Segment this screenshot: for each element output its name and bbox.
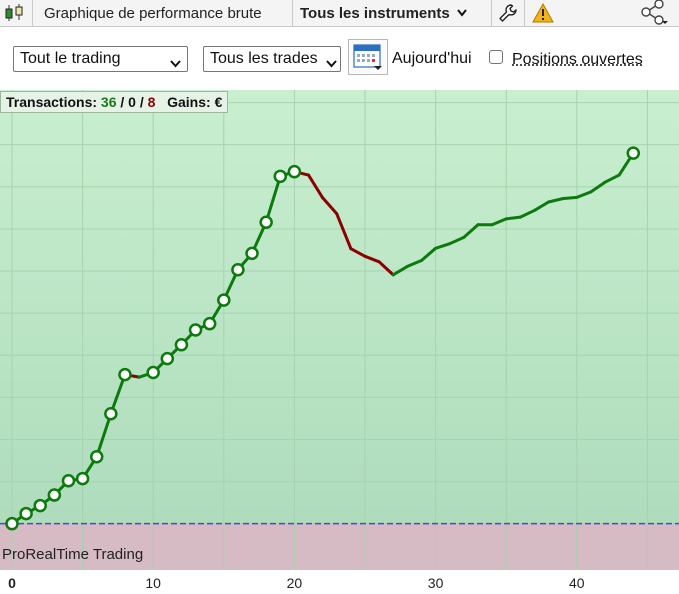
top-toolbar: Graphique de performance brute Tous les …	[0, 0, 679, 27]
winning-count: 36	[100, 94, 117, 110]
candlestick-icon[interactable]	[3, 0, 29, 26]
gains-label: Gains: €	[167, 94, 223, 110]
winning-segment	[518, 208, 536, 219]
winning-segment	[405, 259, 423, 268]
winning-segment	[109, 373, 127, 416]
trading-select-value: Tout le trading	[20, 50, 121, 67]
count-separator: /	[120, 94, 125, 110]
neutral-count: 0	[128, 94, 136, 110]
losing-segment	[349, 247, 367, 258]
trade-marker[interactable]	[47, 488, 62, 502]
count-separator: /	[139, 94, 144, 110]
instruments-dropdown[interactable]: Tous les instruments	[300, 0, 468, 26]
losing-segment	[377, 260, 395, 277]
trade-marker[interactable]	[626, 146, 641, 160]
trade-marker[interactable]	[231, 263, 245, 277]
trade-marker[interactable]	[273, 169, 288, 184]
performance-chart[interactable]	[0, 90, 679, 570]
trade-marker[interactable]	[287, 164, 302, 179]
winning-segment	[547, 197, 565, 204]
trade-marker[interactable]	[146, 365, 160, 380]
open-positions-label[interactable]: Positions ouvertes	[512, 51, 643, 68]
loss-zone	[0, 523, 679, 570]
trades-select-value: Tous les trades	[210, 50, 318, 67]
chevron-down-icon	[326, 55, 337, 73]
share-icon[interactable]	[640, 0, 672, 26]
trade-marker[interactable]	[245, 246, 259, 261]
losing-count: 8	[147, 94, 156, 110]
chart-title-tab[interactable]: Graphique de performance brute	[44, 0, 262, 26]
winning-segment	[391, 264, 409, 277]
x-tick-label: 40	[569, 575, 585, 591]
x-axis: 0 10 20 30 40	[0, 570, 679, 594]
trading-select[interactable]: Tout le trading	[13, 46, 188, 72]
winning-segment	[490, 217, 508, 227]
trade-marker[interactable]	[259, 215, 273, 229]
chevron-down-icon	[170, 55, 181, 73]
trade-marker[interactable]	[188, 323, 203, 337]
transactions-summary: Transactions: 36 / 0 / 8 Gains: €	[0, 91, 229, 113]
filter-bar: Tout le trading Tous les trades Aujourd'…	[0, 27, 679, 90]
winning-segment	[462, 223, 480, 239]
chart-grid	[0, 90, 679, 570]
x-tick-label: 0	[8, 575, 16, 591]
warning-icon[interactable]	[532, 0, 554, 26]
trade-marker[interactable]	[19, 506, 33, 521]
trade-marker[interactable]	[61, 473, 76, 488]
trade-marker[interactable]	[104, 407, 118, 421]
trades-select[interactable]: Tous les trades	[203, 46, 341, 72]
instruments-label: Tous les instruments	[300, 4, 450, 22]
winning-segment	[504, 215, 522, 221]
winning-segment	[532, 200, 551, 212]
open-positions-checkbox[interactable]	[489, 50, 503, 64]
losing-segment	[363, 254, 381, 264]
trade-marker[interactable]	[89, 449, 104, 464]
equity-curve	[10, 151, 635, 526]
losing-segment	[335, 212, 353, 251]
x-tick-label: 10	[145, 575, 161, 591]
winning-segment	[434, 242, 452, 250]
chevron-down-icon	[456, 8, 468, 18]
x-tick-label: 30	[427, 575, 444, 591]
winning-segment	[561, 195, 579, 201]
trade-marker[interactable]	[5, 516, 19, 531]
winning-segment	[419, 246, 438, 263]
profit-zone	[0, 90, 679, 524]
trade-marker[interactable]	[160, 351, 175, 366]
winning-segment	[589, 180, 607, 194]
trade-markers	[5, 146, 641, 531]
x-tick-label: 20	[286, 575, 303, 591]
trade-marker[interactable]	[202, 316, 217, 331]
trade-marker[interactable]	[217, 293, 231, 307]
winning-segment	[575, 190, 593, 199]
losing-segment	[307, 173, 325, 200]
calendar-icon[interactable]	[348, 39, 388, 75]
trade-marker[interactable]	[75, 471, 90, 486]
losing-segment	[321, 196, 339, 216]
chart-title: Graphique de performance brute	[44, 4, 262, 22]
trade-marker[interactable]	[174, 337, 189, 352]
transactions-label: Transactions:	[6, 94, 98, 110]
winning-segment	[603, 173, 621, 184]
date-range-label[interactable]: Aujourd'hui	[392, 50, 472, 67]
watermark: ProRealTime Trading	[2, 546, 144, 563]
trade-marker[interactable]	[118, 367, 132, 382]
trade-marker[interactable]	[33, 498, 47, 513]
wrench-icon[interactable]	[497, 0, 519, 26]
winning-segment	[448, 235, 466, 246]
winning-segment	[264, 174, 282, 224]
winning-segment	[95, 412, 113, 459]
